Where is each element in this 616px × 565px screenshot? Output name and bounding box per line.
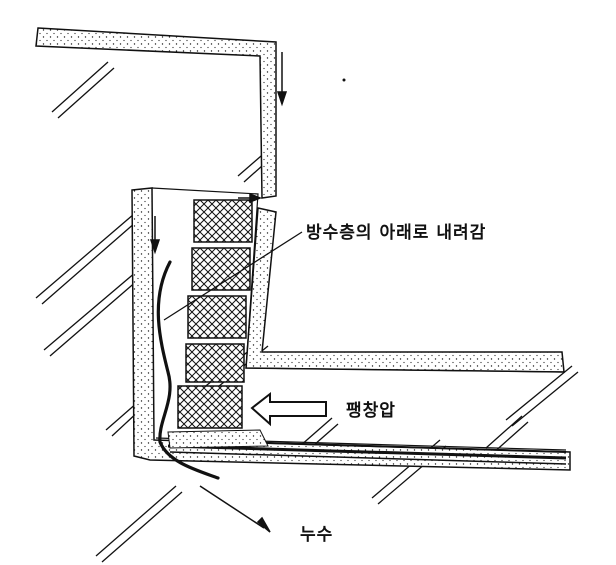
base-mortar (167, 429, 269, 449)
dot-mark (342, 78, 346, 82)
label-expansion-pressure: 팽창압 (346, 401, 396, 421)
background-diagonal-lines (35, 61, 579, 563)
insulation-blocks (177, 199, 253, 429)
expansion-pressure-arrow-icon (250, 391, 327, 427)
label-leakage: 누수 (300, 525, 334, 545)
leader-line-down (163, 231, 303, 321)
label-water-below-layer: 방수층의 아래로 내려감 (306, 223, 487, 243)
flow-arrows (149, 52, 288, 533)
water-path-line (156, 260, 220, 480)
top-coping (35, 27, 277, 199)
